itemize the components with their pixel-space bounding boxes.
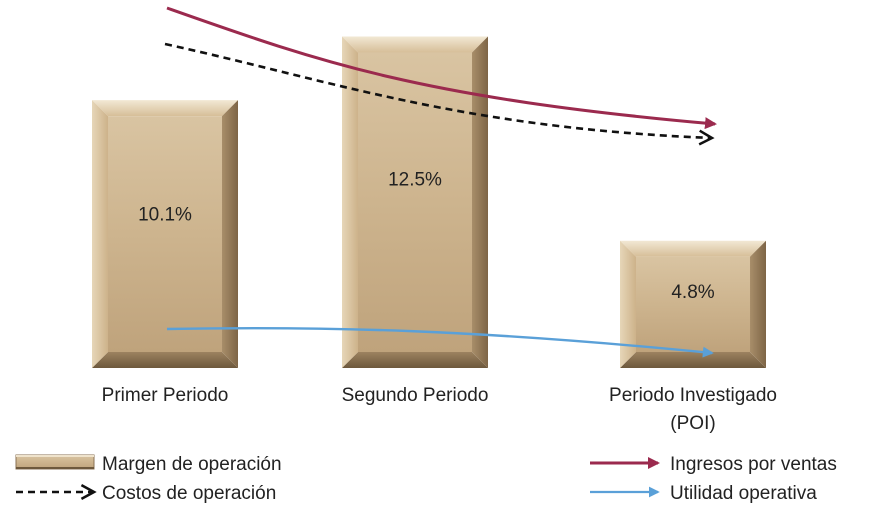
legend-item-2: Ingresos por ventas	[590, 454, 837, 475]
bar-3-bottom-bevel	[620, 352, 766, 368]
bar-3-left-bevel	[620, 240, 636, 368]
trend-arrow-ingresos	[166, 6, 717, 130]
category-label-3-line-2: (POI)	[670, 413, 715, 434]
bar-2-bottom-bevel	[342, 352, 488, 368]
category-labels: Primer Periodo Segundo Periodo Periodo Inv…	[102, 385, 777, 434]
legend-label-1: Margen de operación	[102, 454, 282, 475]
category-label-1: Primer Periodo	[102, 385, 229, 406]
trend-arrow-costos	[164, 42, 712, 138]
bar-value-label-3: 4.8%	[671, 282, 714, 303]
bar-value-label-1: 10.1%	[138, 205, 192, 226]
legend-item-4: Utilidad operativa	[590, 483, 817, 504]
bar-3-top-bevel	[620, 240, 766, 257]
bar-2-face	[358, 52, 472, 352]
bar-3-right-bevel	[750, 240, 766, 368]
bar-value-label-2: 12.5%	[388, 170, 442, 191]
bar-1-face	[108, 116, 222, 352]
bar-2-left-bevel	[342, 36, 358, 368]
bar-1-left-bevel	[92, 100, 108, 368]
legend-bar-swatch-face	[15, 454, 95, 470]
bar-2-right-bevel	[472, 36, 488, 368]
category-label-2: Segundo Periodo	[342, 385, 489, 406]
bar-1	[92, 100, 238, 368]
legend-label-2: Ingresos por ventas	[670, 454, 837, 475]
bar-3-face	[636, 256, 750, 352]
legend-item-3: Costos de operación	[16, 483, 276, 504]
bar-3	[620, 240, 766, 368]
trend-arrow-utilidad	[166, 326, 714, 358]
bar-1-bottom-bevel	[92, 352, 238, 368]
legend: Margen de operación Ingresos por ventas Co…	[15, 454, 837, 504]
legend-bar-swatch	[15, 454, 95, 470]
bar-1-top-bevel	[92, 100, 238, 117]
legend-label-4: Utilidad operativa	[670, 483, 817, 504]
value-labels: 10.1% 12.5% 4.8%	[138, 170, 715, 303]
bar-2	[342, 36, 488, 368]
legend-item-1: Margen de operación	[15, 454, 282, 475]
trend-arrows	[164, 6, 717, 358]
category-label-3-line-1: Periodo Investigado	[609, 385, 777, 406]
bar-1-right-bevel	[222, 100, 238, 368]
legend-label-3: Costos de operación	[102, 483, 276, 504]
bar-2-top-bevel	[342, 36, 488, 53]
